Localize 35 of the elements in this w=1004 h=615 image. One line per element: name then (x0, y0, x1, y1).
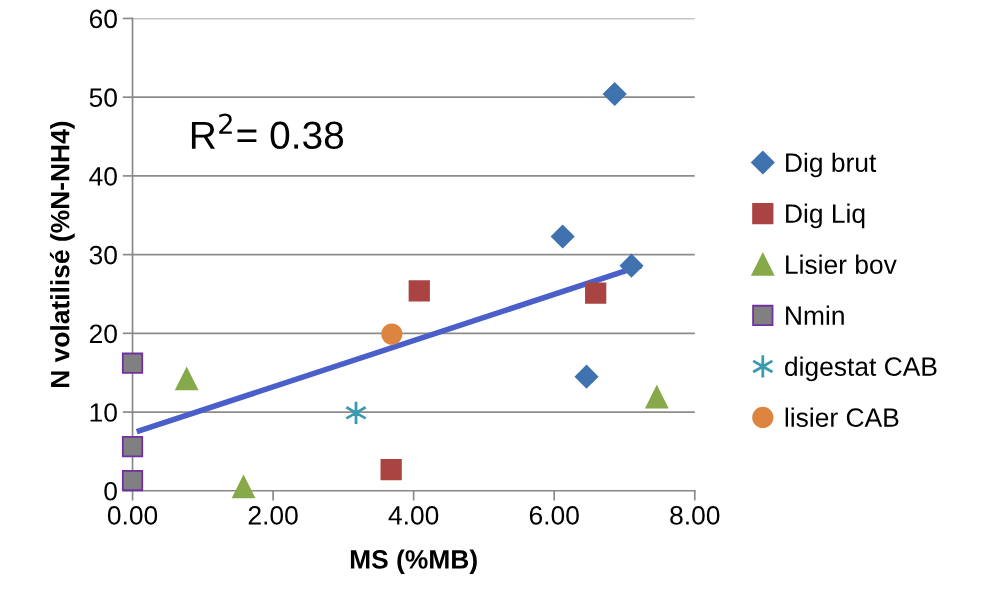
y-tick-label: 0 (104, 481, 117, 501)
x-axis-title: MS (%MB) (350, 549, 477, 574)
point (121, 352, 144, 374)
legend-label: Lisier bov (786, 254, 897, 274)
point (408, 280, 430, 302)
x-tick-label: 6.00 (529, 506, 579, 525)
point (645, 385, 669, 409)
legend-label: digestat CAB (785, 356, 937, 382)
annotation: R$^{2}$= 0.38 (191, 113, 344, 150)
y-tick-label: 10 (90, 403, 117, 422)
y-tick-label: 60 (89, 9, 117, 29)
y-tick-label: 20 (89, 324, 117, 344)
x-tick-label: 8.00 (670, 506, 720, 525)
y-tick-label: 30 (89, 245, 117, 265)
point (232, 475, 255, 499)
x-tick-label: 2.00 (248, 506, 298, 525)
x-tick-label: 4.00 (388, 506, 439, 525)
point (380, 458, 402, 481)
legend-label: Dig Liq (786, 203, 865, 229)
point (619, 253, 644, 278)
point (121, 436, 144, 458)
x-tick-label: 0.00 (107, 506, 158, 525)
y-tick-label: 50 (89, 88, 117, 107)
legend-label: Dig brut (786, 152, 877, 178)
point (550, 224, 575, 249)
legend-label: lisier CAB (785, 407, 899, 427)
y-axis-title: N volatilisé (%N-NH4) (49, 121, 75, 388)
legend-label: Nmin (786, 305, 844, 325)
point (175, 367, 198, 391)
point (602, 82, 627, 106)
y-tick-label: 40 (89, 167, 117, 186)
point (381, 323, 403, 345)
point (574, 364, 599, 389)
point (121, 469, 144, 492)
point (585, 282, 607, 304)
